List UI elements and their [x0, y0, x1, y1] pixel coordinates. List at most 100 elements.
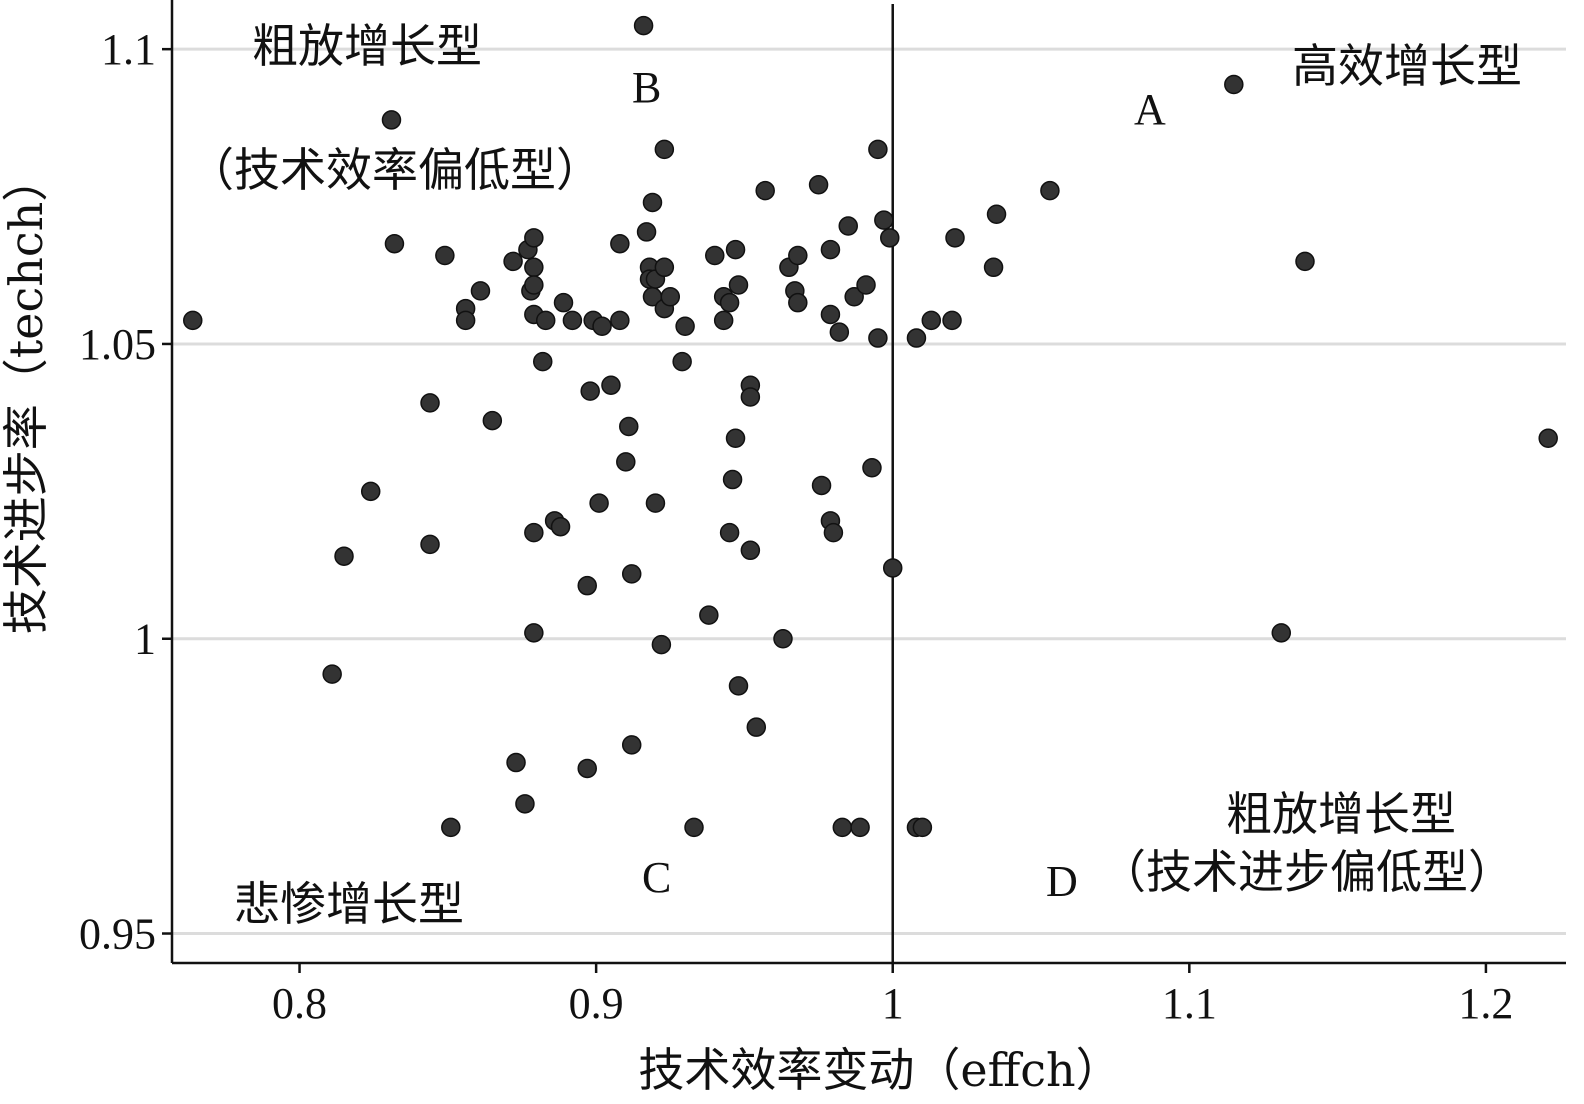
data-point	[660, 287, 681, 307]
data-point	[550, 516, 571, 537]
data-point	[645, 493, 666, 513]
data-point	[675, 316, 695, 337]
quadrant-a-title: 高效增长型	[1292, 39, 1522, 93]
data-point	[740, 387, 761, 407]
data-point	[515, 794, 535, 814]
data-point	[755, 180, 775, 201]
quadrant-c-title: 悲惨增长型	[234, 877, 464, 931]
data-point	[862, 458, 882, 478]
data-point	[874, 210, 894, 230]
gridlines	[172, 47, 1566, 936]
data-point	[699, 605, 719, 625]
axes	[170, 0, 1566, 965]
x-tick-label: 1	[882, 979, 904, 1028]
data-point	[654, 139, 675, 160]
x-tick-label: 1.1	[1162, 979, 1217, 1028]
data-point	[773, 628, 793, 649]
x-axis-title: 技术效率变动（effch）	[638, 1043, 1121, 1097]
data-point	[912, 817, 933, 838]
data-point	[725, 239, 746, 260]
data-point	[580, 381, 600, 401]
quadrant-d-title: 粗放增长型	[1226, 787, 1456, 841]
data-point	[334, 546, 354, 566]
data-point	[788, 292, 808, 313]
data-point	[705, 245, 725, 266]
x-tick-label: 0.8	[272, 979, 327, 1028]
data-point	[942, 310, 962, 331]
data-point	[601, 375, 621, 395]
data-points	[183, 15, 1558, 838]
data-point	[838, 216, 858, 236]
data-point	[651, 634, 672, 655]
data-point	[832, 817, 853, 838]
quadrant-c-letter: C	[642, 853, 671, 902]
data-point	[577, 575, 597, 596]
data-point	[636, 222, 657, 242]
quadrant-b-subtitle: （技术效率偏低型）	[188, 143, 602, 197]
data-point	[553, 292, 574, 313]
data-point	[1295, 251, 1315, 272]
data-point	[728, 275, 749, 295]
quadrant-b-letter: B	[632, 63, 661, 112]
data-point	[435, 245, 455, 266]
data-point	[524, 522, 544, 543]
quadrant-d-subtitle: （技术进步偏低型）	[1100, 845, 1514, 899]
data-point	[746, 717, 767, 737]
data-point	[725, 428, 746, 449]
data-point	[470, 281, 491, 301]
data-point	[482, 410, 503, 431]
data-point	[880, 228, 900, 248]
data-point	[524, 257, 544, 278]
quadrant-b-title: 粗放增长型	[252, 19, 482, 73]
data-point	[906, 328, 927, 348]
data-point	[642, 192, 663, 213]
data-point	[633, 15, 654, 36]
data-point	[850, 817, 870, 838]
data-point	[856, 275, 876, 295]
data-point	[945, 228, 965, 248]
data-point	[621, 564, 642, 584]
data-point	[788, 245, 808, 266]
data-point	[384, 233, 405, 254]
data-point	[503, 251, 523, 272]
data-point	[524, 228, 544, 248]
data-point	[684, 817, 704, 838]
data-point	[728, 676, 749, 696]
data-point	[1224, 74, 1244, 95]
ticks: 0.8 0.9 1 1.1 1.2 0.95 1 1.05 1.1	[79, 25, 1513, 1028]
data-point	[719, 292, 740, 313]
data-point	[983, 257, 1004, 278]
data-point	[672, 351, 692, 372]
data-point	[524, 275, 544, 295]
data-point	[610, 233, 630, 254]
data-point	[882, 558, 903, 578]
data-point	[441, 817, 461, 838]
data-point	[592, 316, 612, 337]
data-point	[823, 522, 844, 543]
data-point	[420, 393, 440, 413]
data-point	[719, 522, 740, 543]
y-axis-title: 技术进步率（techch）	[0, 156, 53, 635]
data-point	[844, 287, 864, 307]
data-point	[420, 534, 440, 555]
data-point	[322, 664, 342, 684]
data-point	[524, 623, 544, 643]
x-tick-label: 1.2	[1458, 979, 1513, 1028]
data-point	[360, 481, 381, 502]
data-point	[1538, 428, 1558, 449]
data-point	[381, 110, 402, 130]
data-point	[619, 416, 639, 437]
data-point	[621, 735, 642, 755]
data-point	[740, 540, 761, 561]
quadrant-annotations: 粗放增长型 （技术效率偏低型） B 高效增长型 A 悲惨增长型 C 粗放增长型 …	[188, 19, 1522, 931]
data-point	[829, 322, 850, 342]
data-point	[986, 204, 1007, 224]
y-tick-label: 1.1	[101, 25, 156, 74]
x-tick-label: 0.9	[569, 979, 624, 1028]
data-point	[616, 452, 636, 472]
data-point	[1040, 180, 1060, 201]
y-tick-label: 1.05	[79, 320, 156, 369]
data-point	[562, 310, 583, 331]
data-point	[868, 139, 888, 160]
data-point	[535, 310, 556, 331]
